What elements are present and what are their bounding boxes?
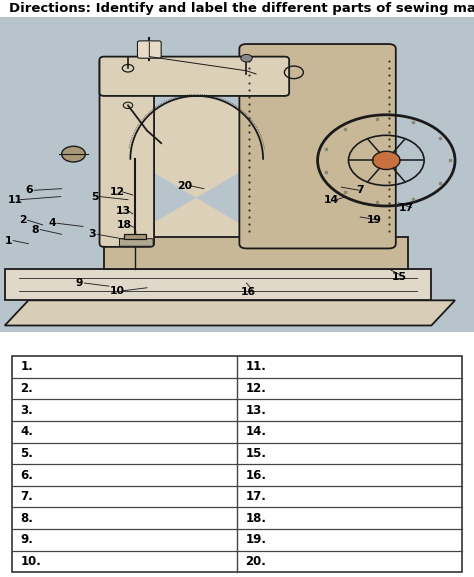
Text: 14: 14 (324, 194, 339, 205)
Text: 17.: 17. (246, 490, 266, 503)
Text: 16: 16 (241, 287, 256, 297)
Text: 2: 2 (19, 215, 27, 225)
Polygon shape (5, 300, 455, 325)
Polygon shape (5, 269, 431, 300)
FancyBboxPatch shape (100, 58, 154, 247)
Text: 3.: 3. (20, 403, 33, 417)
Circle shape (241, 54, 252, 62)
Text: 5.: 5. (20, 447, 33, 460)
Circle shape (373, 151, 400, 170)
FancyBboxPatch shape (137, 41, 161, 58)
Text: 19: 19 (367, 215, 382, 225)
Text: 20: 20 (177, 181, 192, 190)
Text: 6.: 6. (20, 469, 33, 482)
FancyBboxPatch shape (239, 44, 396, 249)
Text: 8: 8 (32, 224, 39, 235)
Text: 2.: 2. (20, 382, 33, 395)
Circle shape (62, 146, 85, 162)
Text: 7.: 7. (20, 490, 33, 503)
Text: 20.: 20. (246, 555, 266, 568)
Text: 14.: 14. (246, 425, 266, 438)
Polygon shape (124, 234, 146, 239)
Text: 15: 15 (392, 272, 407, 282)
Text: 8.: 8. (20, 512, 33, 525)
Text: 17: 17 (399, 203, 414, 212)
Text: 9.: 9. (20, 534, 33, 546)
FancyBboxPatch shape (119, 239, 153, 246)
Text: 15.: 15. (246, 447, 266, 460)
Text: 18: 18 (117, 220, 132, 230)
Text: 3: 3 (89, 229, 96, 239)
Text: 10.: 10. (20, 555, 41, 568)
Text: Directions: Identify and label the different parts of sewing machines.: Directions: Identify and label the diffe… (9, 2, 474, 15)
Text: 4: 4 (48, 218, 56, 228)
Text: 13.: 13. (246, 403, 266, 417)
Text: 13: 13 (116, 206, 131, 216)
Text: 4.: 4. (20, 425, 33, 438)
Text: 16.: 16. (246, 469, 266, 482)
FancyBboxPatch shape (100, 57, 289, 96)
Text: 9: 9 (76, 278, 83, 288)
Text: 11.: 11. (246, 360, 266, 373)
Text: 18.: 18. (246, 512, 266, 525)
Text: 1.: 1. (20, 360, 33, 373)
Text: 19.: 19. (246, 534, 266, 546)
Text: 6: 6 (26, 185, 33, 195)
Text: 11: 11 (8, 194, 23, 205)
Polygon shape (128, 96, 263, 238)
Text: 1: 1 (5, 235, 12, 246)
Text: 5: 5 (91, 192, 99, 201)
Polygon shape (104, 238, 408, 269)
Text: 12: 12 (110, 187, 125, 197)
Text: 7: 7 (356, 185, 364, 195)
Text: 10: 10 (110, 286, 125, 296)
Text: 12.: 12. (246, 382, 266, 395)
